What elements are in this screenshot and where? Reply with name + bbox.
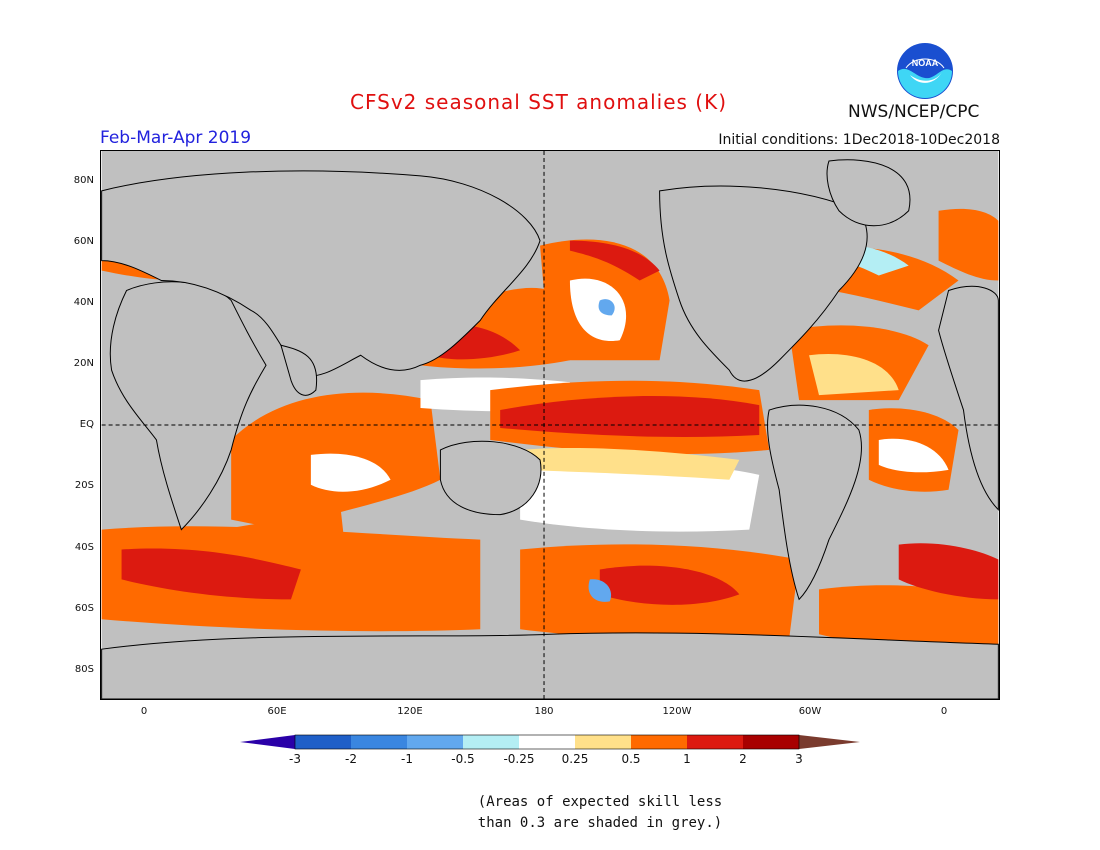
lon-label-60e: 60E (267, 706, 287, 717)
south-atlantic-neutral (878, 438, 949, 473)
colorbar-label: -3 (289, 752, 301, 766)
lon-label-60w: 60W (798, 706, 822, 717)
noaa-logo: NOAA (897, 43, 953, 99)
colorbar-swatch (687, 735, 743, 749)
lat-label-eq: EQ (79, 419, 94, 430)
southern-ocean-strong-west (121, 548, 301, 600)
colorbar-label: 1 (683, 752, 691, 766)
colorbar-swatch (631, 735, 687, 749)
colorbar-label: -2 (345, 752, 357, 766)
colorbar-label: 0.25 (561, 752, 589, 766)
europe-seas-warm-east (938, 208, 999, 281)
south-pacific-weak (520, 447, 740, 480)
colorbar-swatch (463, 735, 519, 749)
lat-label-40s: 40S (74, 542, 94, 553)
colorbar-swatch (519, 735, 575, 749)
colorbar-label: -0.5 (451, 752, 475, 766)
initial-conditions: Initial conditions: 1Dec2018-10Dec2018 (718, 132, 1000, 148)
skill-note: (Areas of expected skill less than 0.3 a… (400, 792, 800, 834)
colorbar-label: -1 (401, 752, 413, 766)
skill-note-line1: (Areas of expected skill less (477, 794, 723, 810)
eurasia (101, 170, 541, 377)
north-pacific-cool (598, 299, 615, 316)
continents (101, 159, 999, 699)
colorbar-label: 3 (795, 752, 803, 766)
africa (109, 281, 267, 531)
colorbar-swatch (575, 735, 631, 749)
map-title: CFSv2 seasonal SST anomalies (K) (350, 90, 727, 114)
colorbar-arrow-low (240, 735, 295, 749)
sst-anomaly-map (100, 150, 1000, 700)
lat-label-80n: 80N (73, 175, 94, 186)
north-america (659, 185, 868, 382)
lon-label-0: 0 (140, 706, 148, 717)
southern-pacific-strong (599, 565, 740, 605)
lat-label-20s: 20S (74, 480, 94, 491)
indian-neutral (310, 453, 391, 492)
colorbar-swatch (407, 735, 463, 749)
colorbar-swatch (743, 735, 799, 749)
lat-label-60s: 60S (74, 603, 94, 614)
south-america (767, 404, 863, 601)
noaa-logo-text: NOAA (912, 58, 939, 68)
equatorial-pacific-strong (500, 396, 760, 437)
antarctica (101, 632, 999, 699)
south-pacific-neutral (520, 462, 760, 532)
anomaly-shading (101, 208, 999, 651)
africa-east-wrap (938, 285, 999, 511)
southern-pacific-cool (588, 579, 612, 602)
subtropical-atlantic-weak (809, 354, 899, 396)
lon-label-120w: 120W (662, 706, 692, 717)
colorbar (240, 734, 860, 750)
gulf-of-alaska-strong (569, 240, 660, 281)
southern-ocean-warm-east (819, 585, 999, 651)
north-pacific-neutral (569, 278, 627, 342)
colorbar-swatch (351, 735, 407, 749)
agency-label: NWS/NCEP/CPC (848, 102, 980, 122)
lon-label-180: 180 (534, 706, 554, 717)
australia (439, 440, 542, 516)
skill-note-line2: than 0.3 are shaded in grey.) (477, 815, 723, 831)
lat-label-80s: 80S (74, 664, 94, 675)
forecast-period: Feb-Mar-Apr 2019 (100, 128, 252, 148)
south-atlantic-strong (898, 543, 999, 600)
colorbar-outline (294, 734, 800, 750)
lat-label-60n: 60N (73, 236, 94, 247)
lon-label-120e: 120E (397, 706, 423, 717)
colorbar-swatch (295, 735, 351, 749)
colorbar-label: 0.5 (621, 752, 641, 766)
lon-label-0-east: 0 (940, 706, 948, 717)
colorbar-arrow-high (799, 735, 860, 749)
colorbar-label: -0.25 (503, 752, 535, 766)
lat-label-40n: 40N (73, 297, 94, 308)
colorbar-label: 2 (739, 752, 747, 766)
india (280, 344, 318, 396)
lat-label-20n: 20N (73, 358, 94, 369)
sst-anomaly-map-svg (101, 151, 999, 699)
greenland (826, 159, 911, 227)
